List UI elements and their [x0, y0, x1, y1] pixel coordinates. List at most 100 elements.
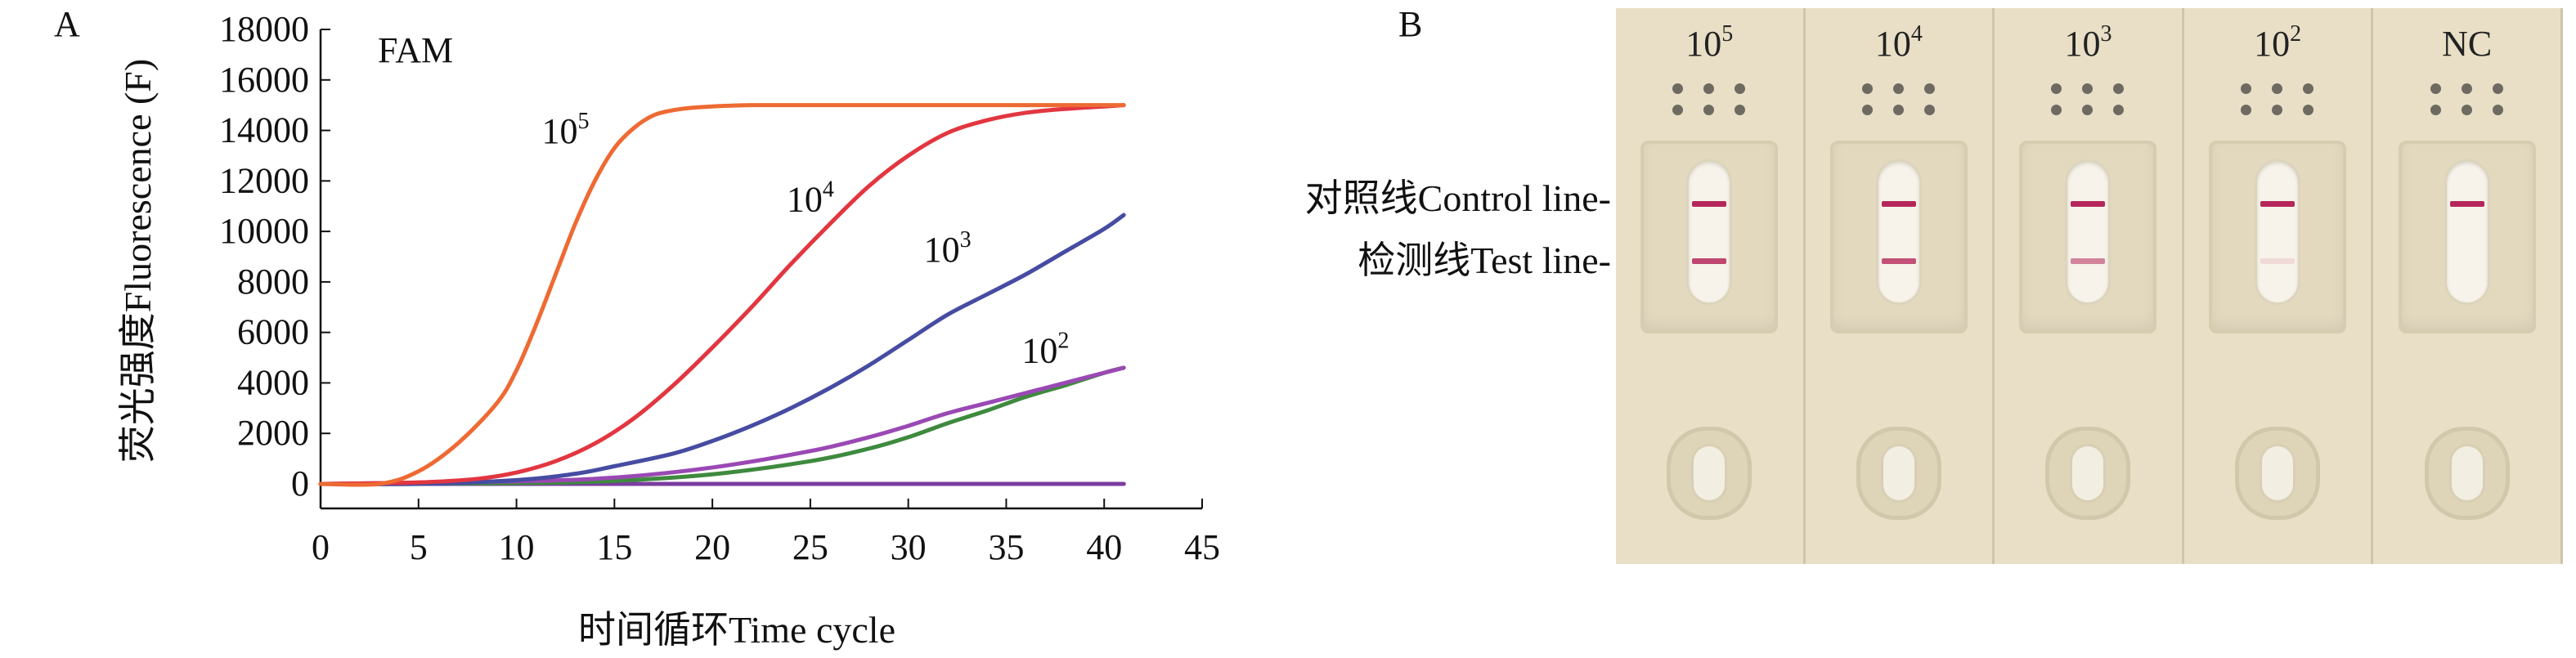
- y-tick-label: 18000: [219, 9, 309, 49]
- chart-title: FAM: [378, 30, 453, 70]
- y-tick-label: 0: [291, 463, 309, 504]
- strip-dots: [2051, 83, 2125, 124]
- test-line-label: 检测线Test line-: [1358, 239, 1611, 281]
- test-line: [1692, 258, 1727, 264]
- strip-dot: [2113, 83, 2125, 94]
- strip-dot: [1735, 83, 1746, 94]
- sample-well: [2262, 446, 2294, 500]
- x-tick-label: 20: [694, 527, 730, 567]
- x-tick-label: 30: [891, 527, 927, 567]
- strip-dot: [2113, 105, 2125, 115]
- chart-series: [318, 103, 1126, 487]
- strip-label: 103: [2064, 21, 2112, 64]
- sample-well: [1694, 446, 1726, 500]
- strip-dot: [2492, 83, 2503, 94]
- strip-dot: [2082, 83, 2094, 94]
- x-tick-label: 35: [988, 527, 1024, 567]
- result-window: [1689, 162, 1730, 302]
- x-tick-label: 40: [1086, 527, 1122, 567]
- fluorescence-chart: 0 2000 4000 6000 8000 10000 12000 14000 16000 180…: [117, 9, 1220, 651]
- strip-dot: [2303, 105, 2314, 115]
- y-tick-label: 6000: [237, 312, 309, 352]
- test-line: [2071, 258, 2106, 264]
- strip-label: NC: [2442, 24, 2493, 64]
- y-tick-label: 14000: [219, 110, 309, 150]
- strip-dots: [2241, 83, 2314, 124]
- test-strip: 104: [1805, 8, 1995, 564]
- strip-dot: [1703, 83, 1715, 94]
- curve-label: 104: [787, 177, 834, 219]
- strip-dot: [1923, 83, 1935, 94]
- control-line: [1881, 201, 1916, 207]
- strip-dot: [2272, 83, 2283, 94]
- series-line-10e5: [318, 103, 1126, 487]
- strip-dot: [1735, 105, 1746, 115]
- test-strip-photo: 105 104 103 102 NC: [1616, 8, 2563, 564]
- series-line-10e4: [318, 103, 1126, 486]
- strip-dots: [2430, 83, 2504, 124]
- curve-label: 102: [1021, 329, 1069, 371]
- x-tick-label: 5: [410, 527, 428, 567]
- y-tick-label: 2000: [237, 413, 309, 453]
- test-strip: NC: [2373, 8, 2563, 564]
- x-tick-label: 0: [312, 527, 330, 567]
- sample-well: [2072, 446, 2104, 500]
- strip-dot: [1892, 83, 1904, 94]
- x-tick-label: 45: [1184, 527, 1220, 567]
- strip-dot: [2082, 105, 2094, 115]
- y-tick-label: 12000: [219, 160, 309, 200]
- panel-b-letter: B: [1398, 4, 1423, 44]
- x-tick-label: 10: [499, 527, 535, 567]
- control-line: [2449, 201, 2484, 207]
- test-strip: 103: [1995, 8, 2184, 564]
- result-window: [2067, 162, 2109, 302]
- test-line: [2260, 258, 2296, 264]
- strip-label: 105: [1685, 21, 1734, 64]
- strip-dot: [2303, 83, 2314, 94]
- strip-dot: [2492, 105, 2503, 115]
- curve-label: 103: [924, 227, 972, 270]
- x-tick-label: 25: [792, 527, 828, 567]
- strip-dot: [1923, 105, 1935, 115]
- strip-dot: [2241, 105, 2252, 115]
- result-window: [2257, 162, 2299, 302]
- strip-label: 102: [2254, 21, 2302, 64]
- strip-dot: [2272, 105, 2283, 115]
- sample-well: [1883, 446, 1914, 500]
- panel-a-letter: A: [54, 4, 80, 44]
- strip-dot: [1703, 105, 1715, 115]
- y-axis-title: 荧光强度Fluorescence (F): [117, 59, 159, 463]
- curve-label: 105: [541, 109, 589, 151]
- strip-dot: [1672, 83, 1684, 94]
- result-window: [2446, 162, 2488, 302]
- control-line: [1692, 201, 1727, 207]
- chart-axes: 0 2000 4000 6000 8000 10000 12000 14000 16000 180…: [219, 9, 1220, 567]
- strip-dots: [1672, 83, 1746, 124]
- y-tick-label: 8000: [237, 262, 309, 302]
- strip-dot: [1892, 105, 1904, 115]
- strip-dot: [1672, 105, 1684, 115]
- control-line: [2071, 201, 2106, 207]
- series-line-10e3: [318, 213, 1126, 486]
- y-tick-label: 16000: [219, 60, 309, 100]
- series-line-unlabeled: [318, 365, 1126, 486]
- strip-dot: [2461, 83, 2472, 94]
- control-line-label: 对照线Control line-: [1304, 177, 1611, 219]
- test-line: [1881, 258, 1916, 264]
- test-strip: 105: [1616, 8, 1806, 564]
- result-window: [1878, 162, 1919, 302]
- test-strip: 102: [2183, 8, 2374, 564]
- strip-dot: [2241, 83, 2252, 94]
- strip-dot: [1861, 83, 1873, 94]
- y-tick-label: 4000: [237, 362, 309, 402]
- sample-well: [2451, 446, 2483, 500]
- strip-dot: [1861, 105, 1873, 115]
- strip-label: 104: [1874, 21, 1923, 64]
- series-line-unlabeled: [318, 365, 1126, 486]
- strip-dot: [2461, 105, 2472, 115]
- strip-dots: [1861, 83, 1936, 124]
- x-axis-title: 时间循环Time cycle: [578, 609, 895, 651]
- x-tick-label: 15: [596, 527, 632, 567]
- strip-dot: [2430, 105, 2441, 115]
